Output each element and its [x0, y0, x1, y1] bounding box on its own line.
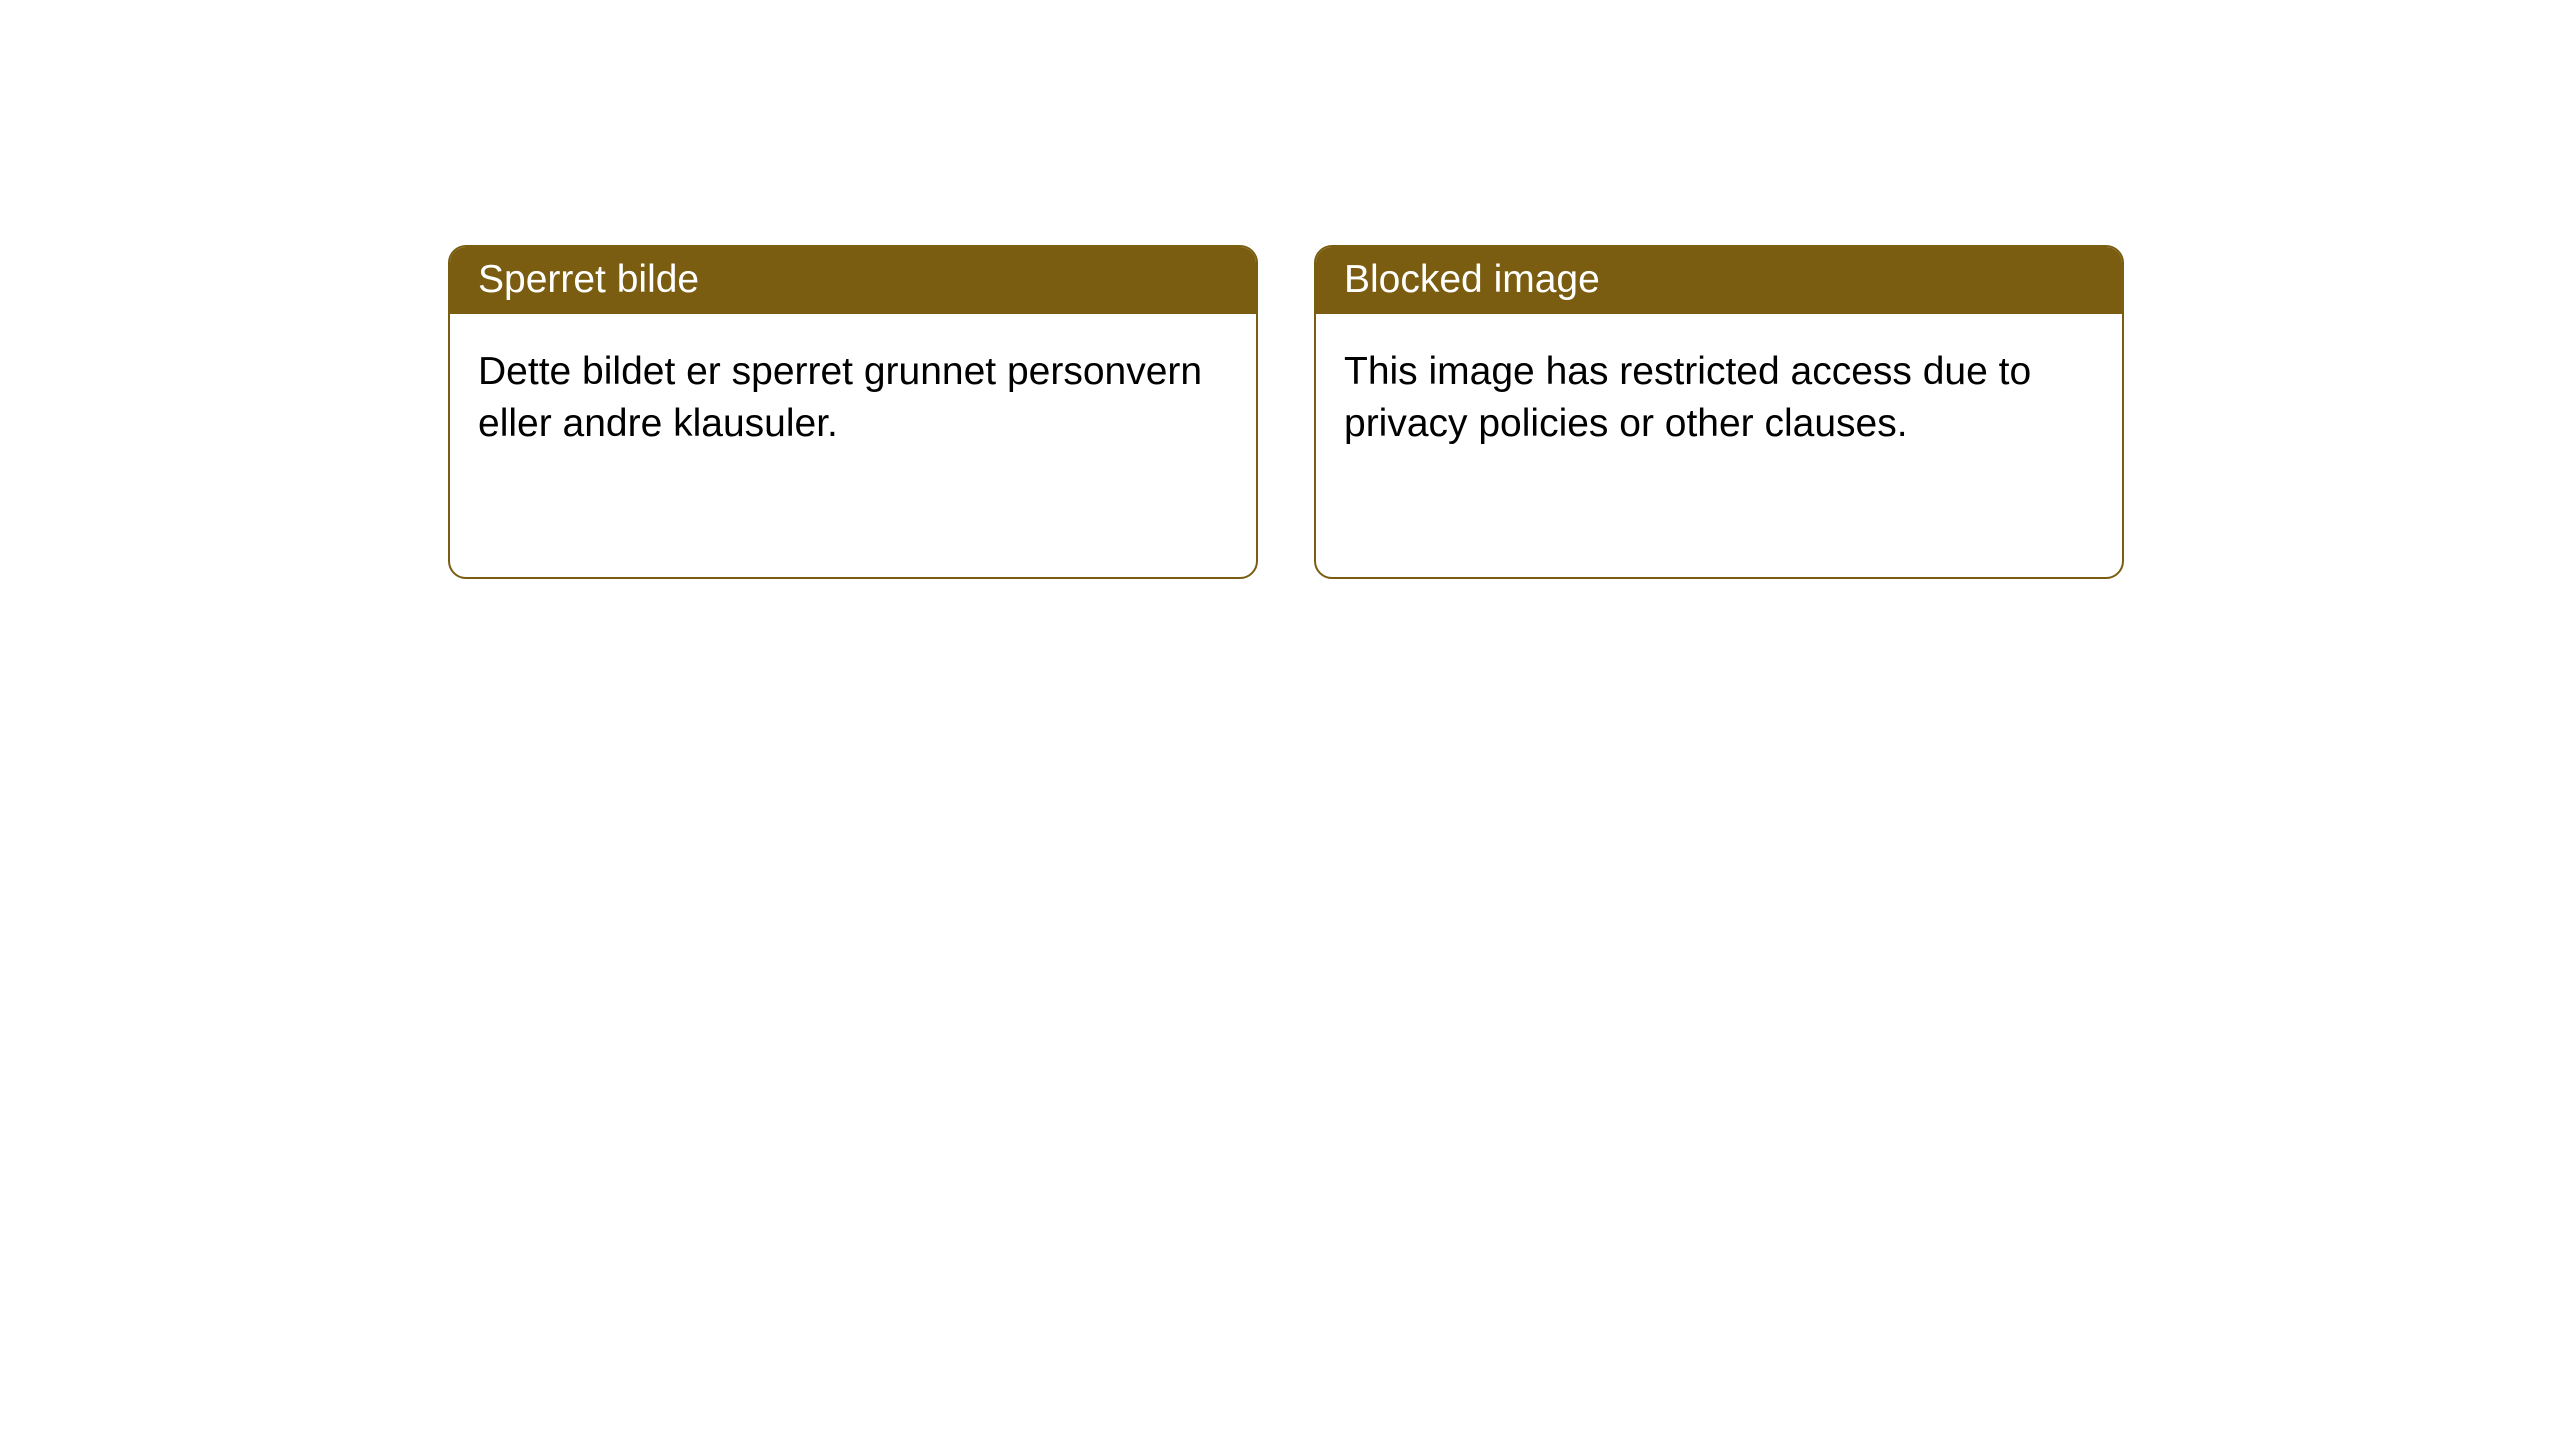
card-body-text: Dette bildet er sperret grunnet personve… [478, 350, 1202, 446]
notice-card-norwegian: Sperret bilde Dette bildet er sperret gr… [448, 245, 1258, 579]
card-title: Sperret bilde [478, 258, 699, 301]
card-body-text: This image has restricted access due to … [1344, 350, 2031, 446]
card-title: Blocked image [1344, 258, 1600, 301]
notice-card-english: Blocked image This image has restricted … [1314, 245, 2124, 579]
notice-cards-container: Sperret bilde Dette bildet er sperret gr… [448, 245, 2124, 579]
card-body: This image has restricted access due to … [1316, 314, 2122, 483]
card-header: Blocked image [1316, 247, 2122, 314]
card-body: Dette bildet er sperret grunnet personve… [450, 314, 1256, 483]
card-header: Sperret bilde [450, 247, 1256, 314]
